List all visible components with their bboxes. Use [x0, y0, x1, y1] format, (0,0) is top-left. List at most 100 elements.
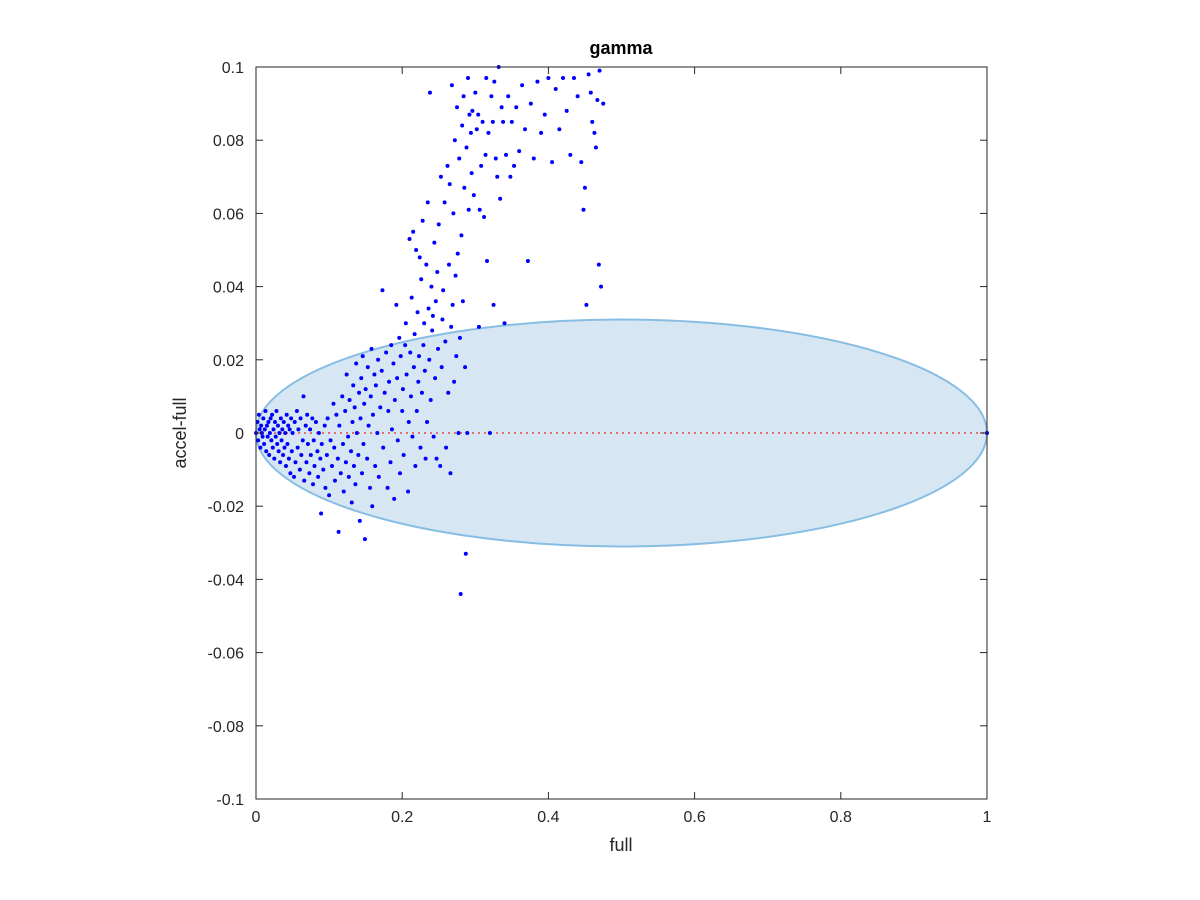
data-point: [435, 269, 440, 274]
data-point: [269, 438, 274, 443]
data-point: [423, 456, 428, 461]
data-point: [446, 390, 451, 395]
data-point: [357, 390, 362, 395]
data-point: [274, 409, 279, 414]
data-point: [436, 346, 441, 351]
data-point: [520, 83, 525, 88]
data-point: [302, 478, 307, 483]
data-point: [385, 485, 390, 490]
data-point: [349, 449, 354, 454]
data-point: [599, 284, 604, 289]
data-point: [461, 94, 466, 99]
data-point: [272, 456, 277, 461]
data-point: [362, 401, 367, 406]
y-tick-label: 0.06: [213, 206, 244, 223]
data-point: [454, 354, 459, 359]
data-point: [438, 463, 443, 468]
data-point: [528, 101, 533, 106]
data-point: [395, 376, 400, 381]
data-point: [430, 328, 435, 333]
y-axis-ticks: -0.1 -0.08 -0.06 -0.04 -0.02 0 0.02 0.04 0.06 0.0…: [208, 60, 987, 809]
data-point: [340, 441, 345, 446]
data-point: [434, 456, 439, 461]
data-point: [575, 94, 580, 99]
data-point: [362, 537, 367, 542]
data-point: [564, 108, 569, 113]
data-point: [469, 171, 474, 176]
data-point: [400, 409, 405, 414]
data-point: [433, 299, 438, 304]
data-point: [369, 346, 374, 351]
data-point: [489, 94, 494, 99]
data-point: [343, 409, 348, 414]
data-point: [330, 463, 335, 468]
data-point: [294, 409, 299, 414]
data-point: [386, 409, 391, 414]
y-tick-label: 0.08: [213, 133, 244, 150]
y-tick-label: 0.1: [222, 60, 244, 77]
data-point: [413, 463, 418, 468]
data-point: [346, 434, 351, 439]
data-point: [311, 482, 316, 487]
data-point: [273, 420, 278, 425]
data-point: [442, 200, 447, 205]
data-point: [260, 434, 265, 439]
data-point: [321, 467, 326, 472]
data-point: [482, 215, 487, 220]
data-point: [344, 372, 349, 377]
data-point: [282, 445, 287, 450]
data-point: [452, 138, 457, 143]
data-point: [401, 452, 406, 457]
data-point: [368, 485, 373, 490]
data-point: [308, 427, 313, 432]
data-point: [424, 262, 429, 267]
data-point: [456, 431, 461, 435]
data-point: [277, 431, 282, 435]
data-point: [459, 233, 464, 238]
data-point: [432, 240, 437, 245]
data-point: [501, 119, 506, 124]
data-point: [262, 427, 267, 432]
data-point: [517, 149, 522, 154]
data-point: [335, 456, 340, 461]
data-point: [263, 409, 268, 414]
data-point: [425, 200, 430, 205]
data-point: [502, 321, 507, 326]
data-point: [546, 75, 551, 80]
data-point: [509, 119, 514, 124]
data-point: [542, 112, 547, 117]
x-axis-label: full: [609, 835, 632, 855]
data-point: [514, 105, 519, 110]
data-point: [388, 460, 393, 465]
data-point: [387, 379, 392, 384]
data-point: [353, 482, 358, 487]
data-point: [381, 445, 386, 450]
data-point: [592, 130, 597, 135]
data-point: [271, 427, 276, 432]
data-point: [288, 471, 293, 476]
data-point: [266, 420, 271, 425]
y-axis-label: accel-full: [170, 397, 190, 468]
y-tick-label: -0.02: [208, 499, 245, 516]
data-point: [331, 401, 336, 406]
data-point: [300, 438, 305, 443]
data-point: [297, 467, 302, 472]
data-point: [313, 420, 318, 425]
data-point: [379, 368, 384, 373]
data-point: [460, 299, 465, 304]
data-point: [431, 434, 436, 439]
data-point: [453, 273, 458, 278]
data-points: [254, 65, 989, 597]
data-point: [382, 390, 387, 395]
data-point: [422, 321, 427, 326]
data-point: [376, 474, 381, 479]
data-point: [439, 365, 444, 370]
data-point: [278, 416, 283, 421]
data-point: [433, 376, 438, 381]
data-point: [372, 372, 377, 377]
data-point: [325, 416, 330, 421]
x-tick-label: 1: [983, 809, 992, 826]
data-point: [384, 350, 389, 355]
data-point: [267, 431, 272, 435]
data-point: [280, 427, 285, 432]
